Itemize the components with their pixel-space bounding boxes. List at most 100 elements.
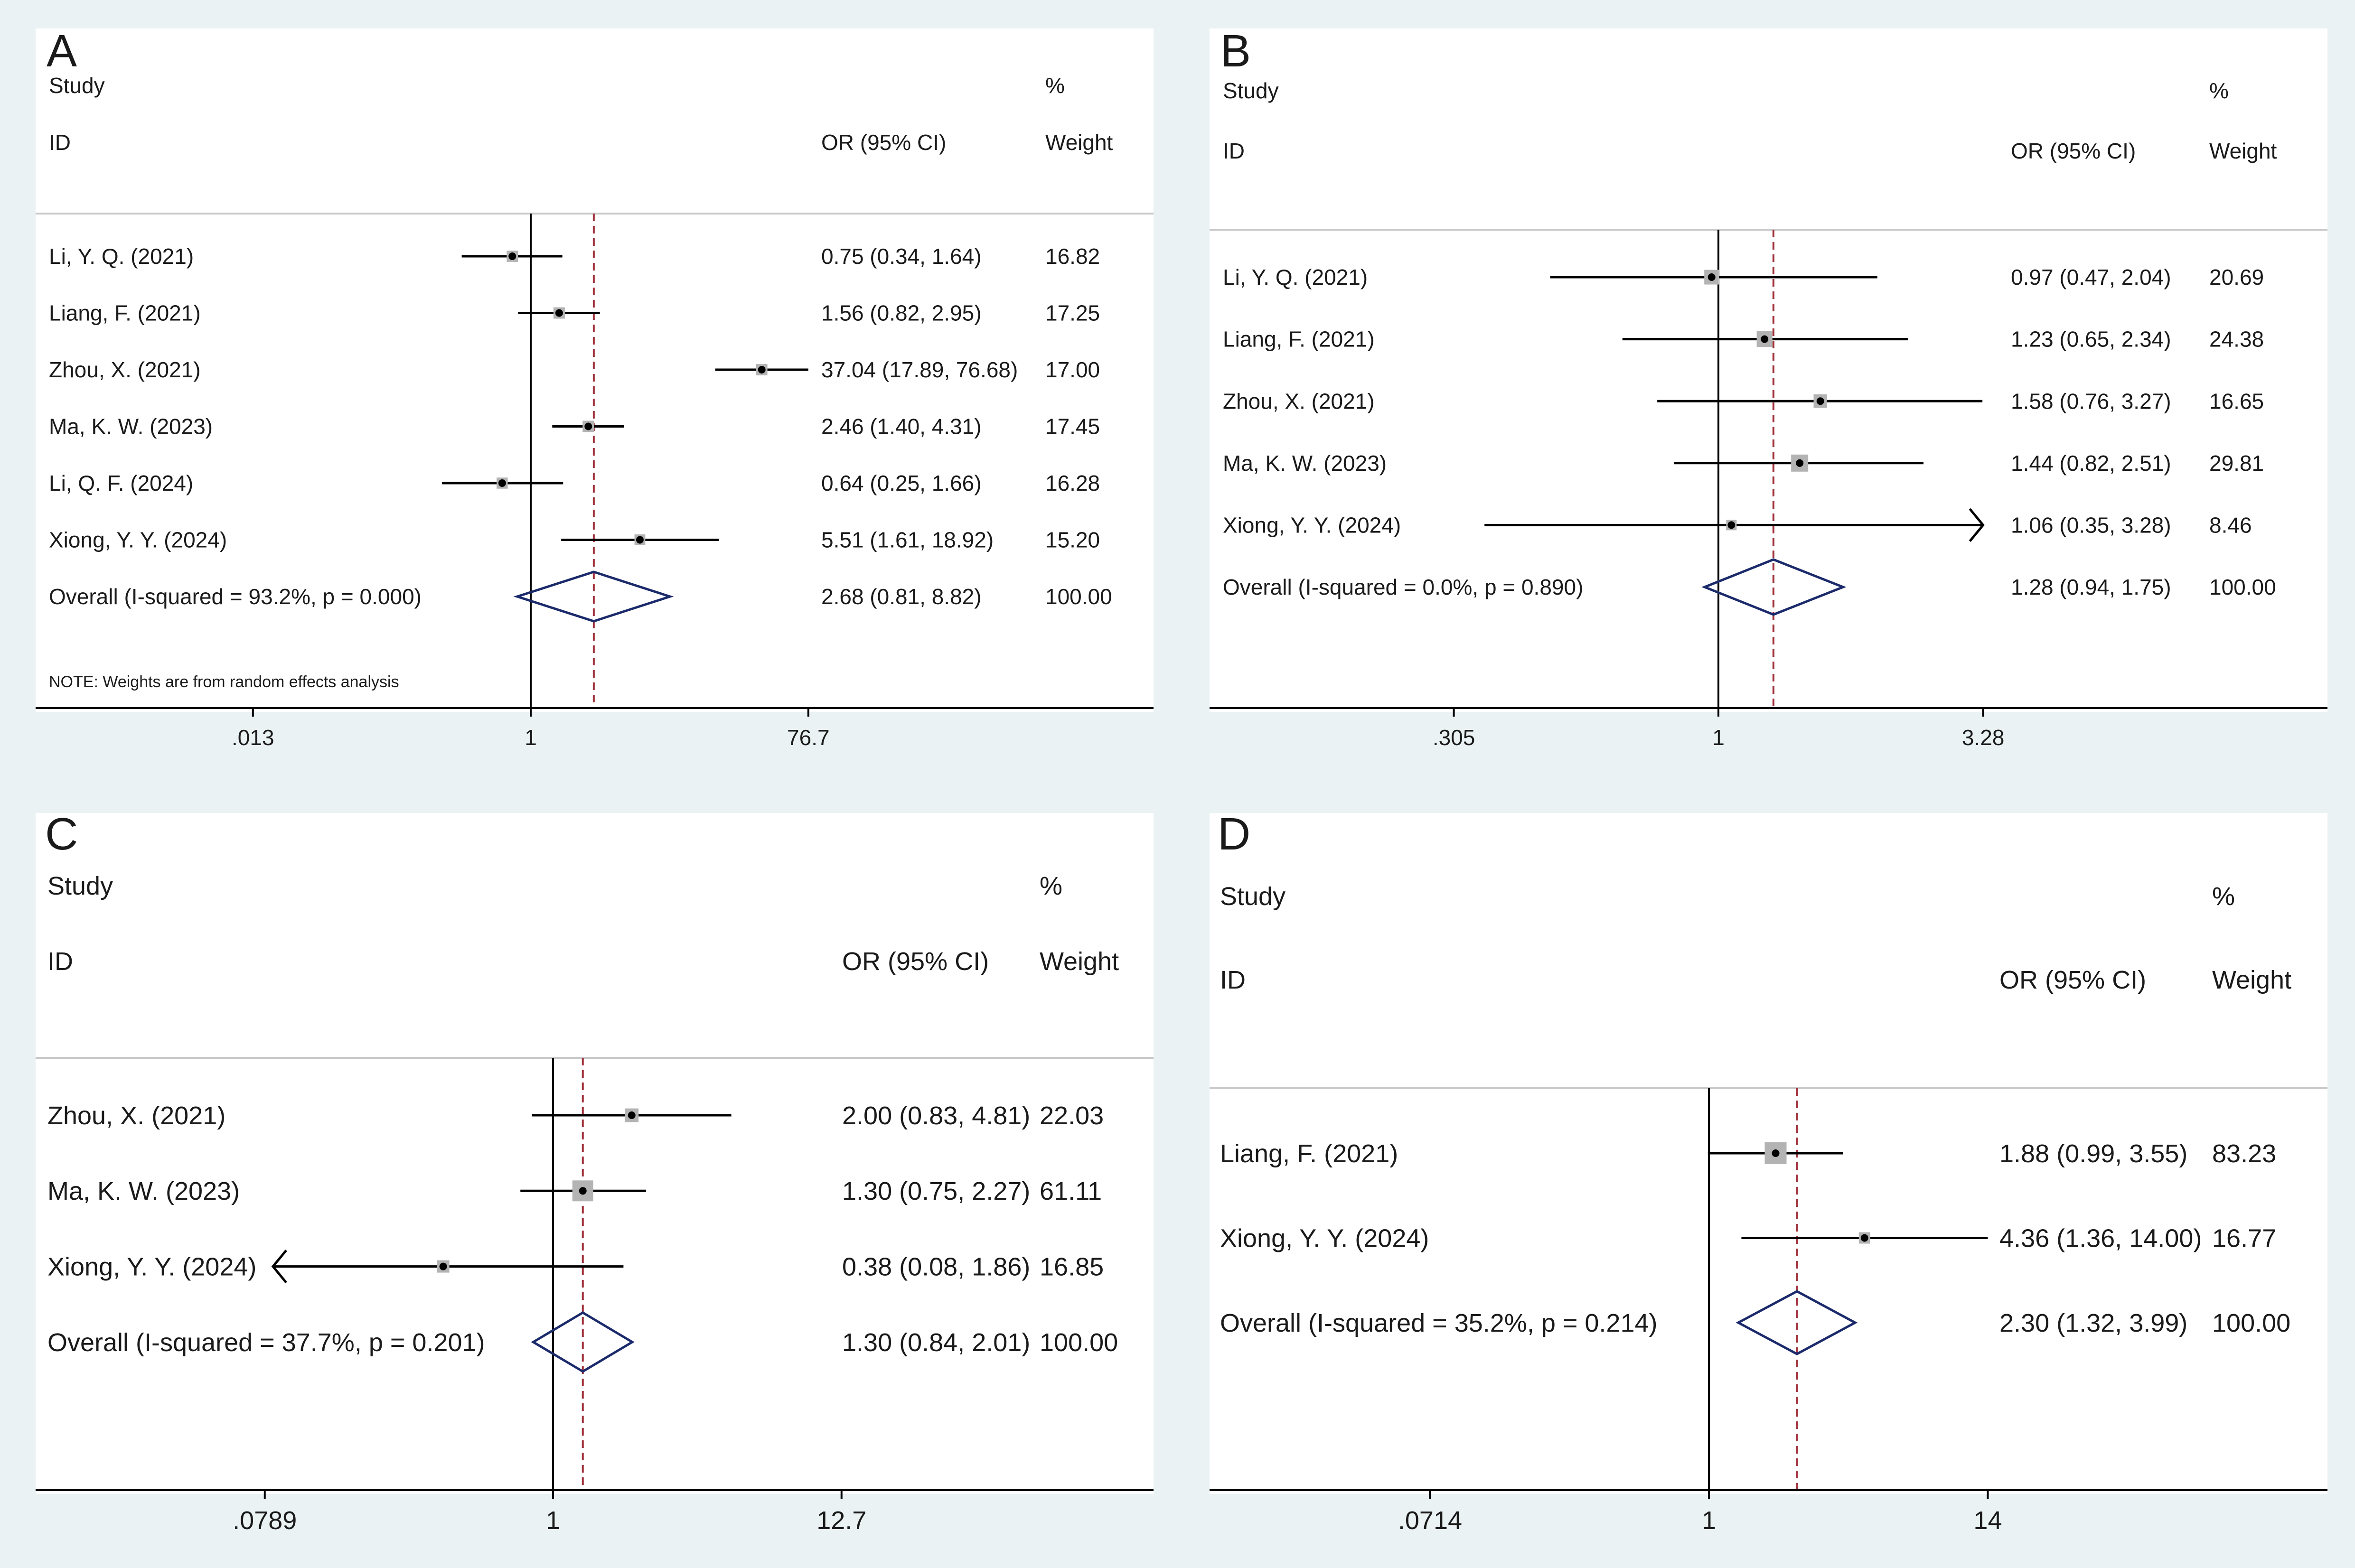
weight-label: 83.23 xyxy=(2212,1139,2276,1168)
header-study: Study xyxy=(49,73,105,98)
weight-label: 22.03 xyxy=(1040,1101,1104,1130)
weight-label: 16.65 xyxy=(2209,389,2264,413)
x-axis-tick-label: 76.7 xyxy=(787,725,830,750)
study-name: Li, Y. Q. (2021) xyxy=(49,244,194,269)
overall-row: Overall (I-squared = 0.0%, p = 0.890) 1.2… xyxy=(1223,558,2276,616)
point-estimate xyxy=(555,309,563,317)
header-weight: Weight xyxy=(1040,947,1119,976)
header-effect: OR (95% CI) xyxy=(2011,139,2136,163)
study-name: Ma, K. W. (2023) xyxy=(47,1177,240,1205)
overall-diamond xyxy=(1701,558,1847,616)
effect-label: 0.97 (0.47, 2.04) xyxy=(2011,265,2171,289)
weight-label: 16.82 xyxy=(1045,244,1100,269)
effect-label: 2.46 (1.40, 4.31) xyxy=(821,414,982,439)
header-study: Study xyxy=(47,872,113,900)
weight-label: 8.46 xyxy=(2209,513,2252,538)
study-row: Xiong, Y. Y. (2024) 0.38 (0.08, 1.86) 16.8… xyxy=(47,1250,1104,1284)
x-axis-tick-label: 1 xyxy=(525,725,537,750)
overall-diamond xyxy=(513,570,674,623)
ci-arrow-right xyxy=(1969,508,1985,542)
panel-label: C xyxy=(45,809,78,859)
overall-diamond xyxy=(1736,1290,1858,1355)
x-axis-tick-label: .0714 xyxy=(1398,1506,1462,1535)
x-axis-tick-label: 1 xyxy=(546,1506,560,1535)
weight-label: 17.00 xyxy=(1045,357,1100,382)
effect-label: 1.56 (0.82, 2.95) xyxy=(821,301,982,326)
study-row: Liang, F. (2021) 1.23 (0.65, 2.34) 24.38 xyxy=(1223,327,2264,352)
study-row: Xiong, Y. Y. (2024) 5.51 (1.61, 18.92) 15.… xyxy=(49,528,1100,552)
study-row: Xiong, Y. Y. (2024) 4.36 (1.36, 14.00) 16.… xyxy=(1220,1224,2276,1252)
panel-label: A xyxy=(47,26,77,76)
weight-label: 24.38 xyxy=(2209,327,2264,352)
overall-weight-label: 100.00 xyxy=(1040,1328,1118,1357)
weight-label: 61.11 xyxy=(1040,1177,1102,1205)
header-effect: OR (95% CI) xyxy=(842,947,989,976)
study-name: Liang, F. (2021) xyxy=(49,301,201,326)
study-name: Xiong, Y. Y. (2024) xyxy=(47,1253,256,1281)
header-id: ID xyxy=(1223,139,1245,163)
weight-label: 16.28 xyxy=(1045,471,1100,495)
note-text: NOTE: Weights are from random effects an… xyxy=(49,673,399,691)
overall-row: Overall (I-squared = 93.2%, p = 0.000) 2.… xyxy=(49,570,1112,623)
overall-effect-label: 1.30 (0.84, 2.01) xyxy=(842,1328,1030,1357)
study-row: Ma, K. W. (2023) 1.30 (0.75, 2.27) 61.11 xyxy=(47,1177,1102,1205)
effect-label: 1.30 (0.75, 2.27) xyxy=(842,1177,1030,1205)
effect-label: 5.51 (1.61, 18.92) xyxy=(821,528,994,552)
panel-background xyxy=(1210,28,2327,712)
study-name: Liang, F. (2021) xyxy=(1223,327,1375,352)
effect-label: 1.44 (0.82, 2.51) xyxy=(2011,451,2171,476)
x-axis-tick-label: 14 xyxy=(1973,1506,2002,1535)
weight-label: 17.25 xyxy=(1045,301,1100,326)
study-name: Xiong, Y. Y. (2024) xyxy=(49,528,227,552)
study-row: Ma, K. W. (2023) 2.46 (1.40, 4.31) 17.45 xyxy=(49,414,1100,439)
effect-label: 1.23 (0.65, 2.34) xyxy=(2011,327,2171,352)
study-row: Li, Y. Q. (2021) 0.75 (0.34, 1.64) 16.82 xyxy=(49,244,1100,269)
header-effect: OR (95% CI) xyxy=(1999,966,2146,994)
point-estimate xyxy=(1708,273,1716,281)
header-study: Study xyxy=(1220,882,1285,911)
weight-label: 15.20 xyxy=(1045,528,1100,552)
study-row: Li, Q. F. (2024) 0.64 (0.25, 1.66) 16.28 xyxy=(49,471,1100,495)
effect-label: 0.64 (0.25, 1.66) xyxy=(821,471,982,495)
point-estimate xyxy=(498,479,506,487)
study-row: Liang, F. (2021) 1.88 (0.99, 3.55) 83.23 xyxy=(1220,1139,2276,1168)
weight-label: 17.45 xyxy=(1045,414,1100,439)
effect-label: 37.04 (17.89, 76.68) xyxy=(821,357,1018,382)
point-estimate xyxy=(1796,459,1804,467)
study-row: Ma, K. W. (2023) 1.44 (0.82, 2.51) 29.81 xyxy=(1223,451,2264,476)
study-name: Xiong, Y. Y. (2024) xyxy=(1223,513,1401,538)
x-axis-tick-label: 1 xyxy=(1702,1506,1716,1535)
header-id: ID xyxy=(1220,966,1246,994)
study-row: Zhou, X. (2021) 2.00 (0.83, 4.81) 22.03 xyxy=(47,1101,1104,1130)
point-estimate xyxy=(1772,1149,1780,1157)
study-row: Zhou, X. (2021) 37.04 (17.89, 76.68) 17.00 xyxy=(49,357,1100,382)
point-estimate xyxy=(1860,1234,1868,1242)
point-estimate xyxy=(579,1187,587,1195)
header-percent: % xyxy=(1040,872,1062,900)
study-row: Xiong, Y. Y. (2024) 1.06 (0.35, 3.28) 8.46 xyxy=(1223,508,2252,542)
x-axis-tick-label: 1 xyxy=(1712,725,1725,750)
effect-label: 4.36 (1.36, 14.00) xyxy=(1999,1224,2202,1252)
effect-label: 0.38 (0.08, 1.86) xyxy=(842,1253,1030,1281)
overall-name: Overall (I-squared = 37.7%, p = 0.201) xyxy=(47,1328,485,1357)
header-weight: Weight xyxy=(1045,130,1113,155)
forest-panel-c: C Study ID OR (95% CI)% Weight Zhou, X. (2021… xyxy=(36,809,1154,1535)
header-percent: % xyxy=(1045,73,1065,98)
header-weight: Weight xyxy=(2209,139,2277,163)
study-name: Ma, K. W. (2023) xyxy=(1223,451,1387,476)
panel-background xyxy=(36,813,1154,1494)
x-axis-tick-label: .013 xyxy=(232,725,274,750)
overall-name: Overall (I-squared = 93.2%, p = 0.000) xyxy=(49,584,422,609)
overall-effect-label: 1.28 (0.94, 1.75) xyxy=(2011,575,2171,599)
point-estimate xyxy=(1816,397,1824,405)
ci-arrow-left xyxy=(271,1250,287,1284)
x-axis-tick-label: .305 xyxy=(1433,725,1475,750)
point-estimate xyxy=(628,1111,636,1119)
overall-effect-label: 2.30 (1.32, 3.99) xyxy=(1999,1309,2187,1337)
header-weight: Weight xyxy=(2212,966,2291,994)
effect-label: 1.06 (0.35, 3.28) xyxy=(2011,513,2171,538)
study-name: Xiong, Y. Y. (2024) xyxy=(1220,1224,1429,1252)
header-effect: OR (95% CI) xyxy=(821,130,946,155)
